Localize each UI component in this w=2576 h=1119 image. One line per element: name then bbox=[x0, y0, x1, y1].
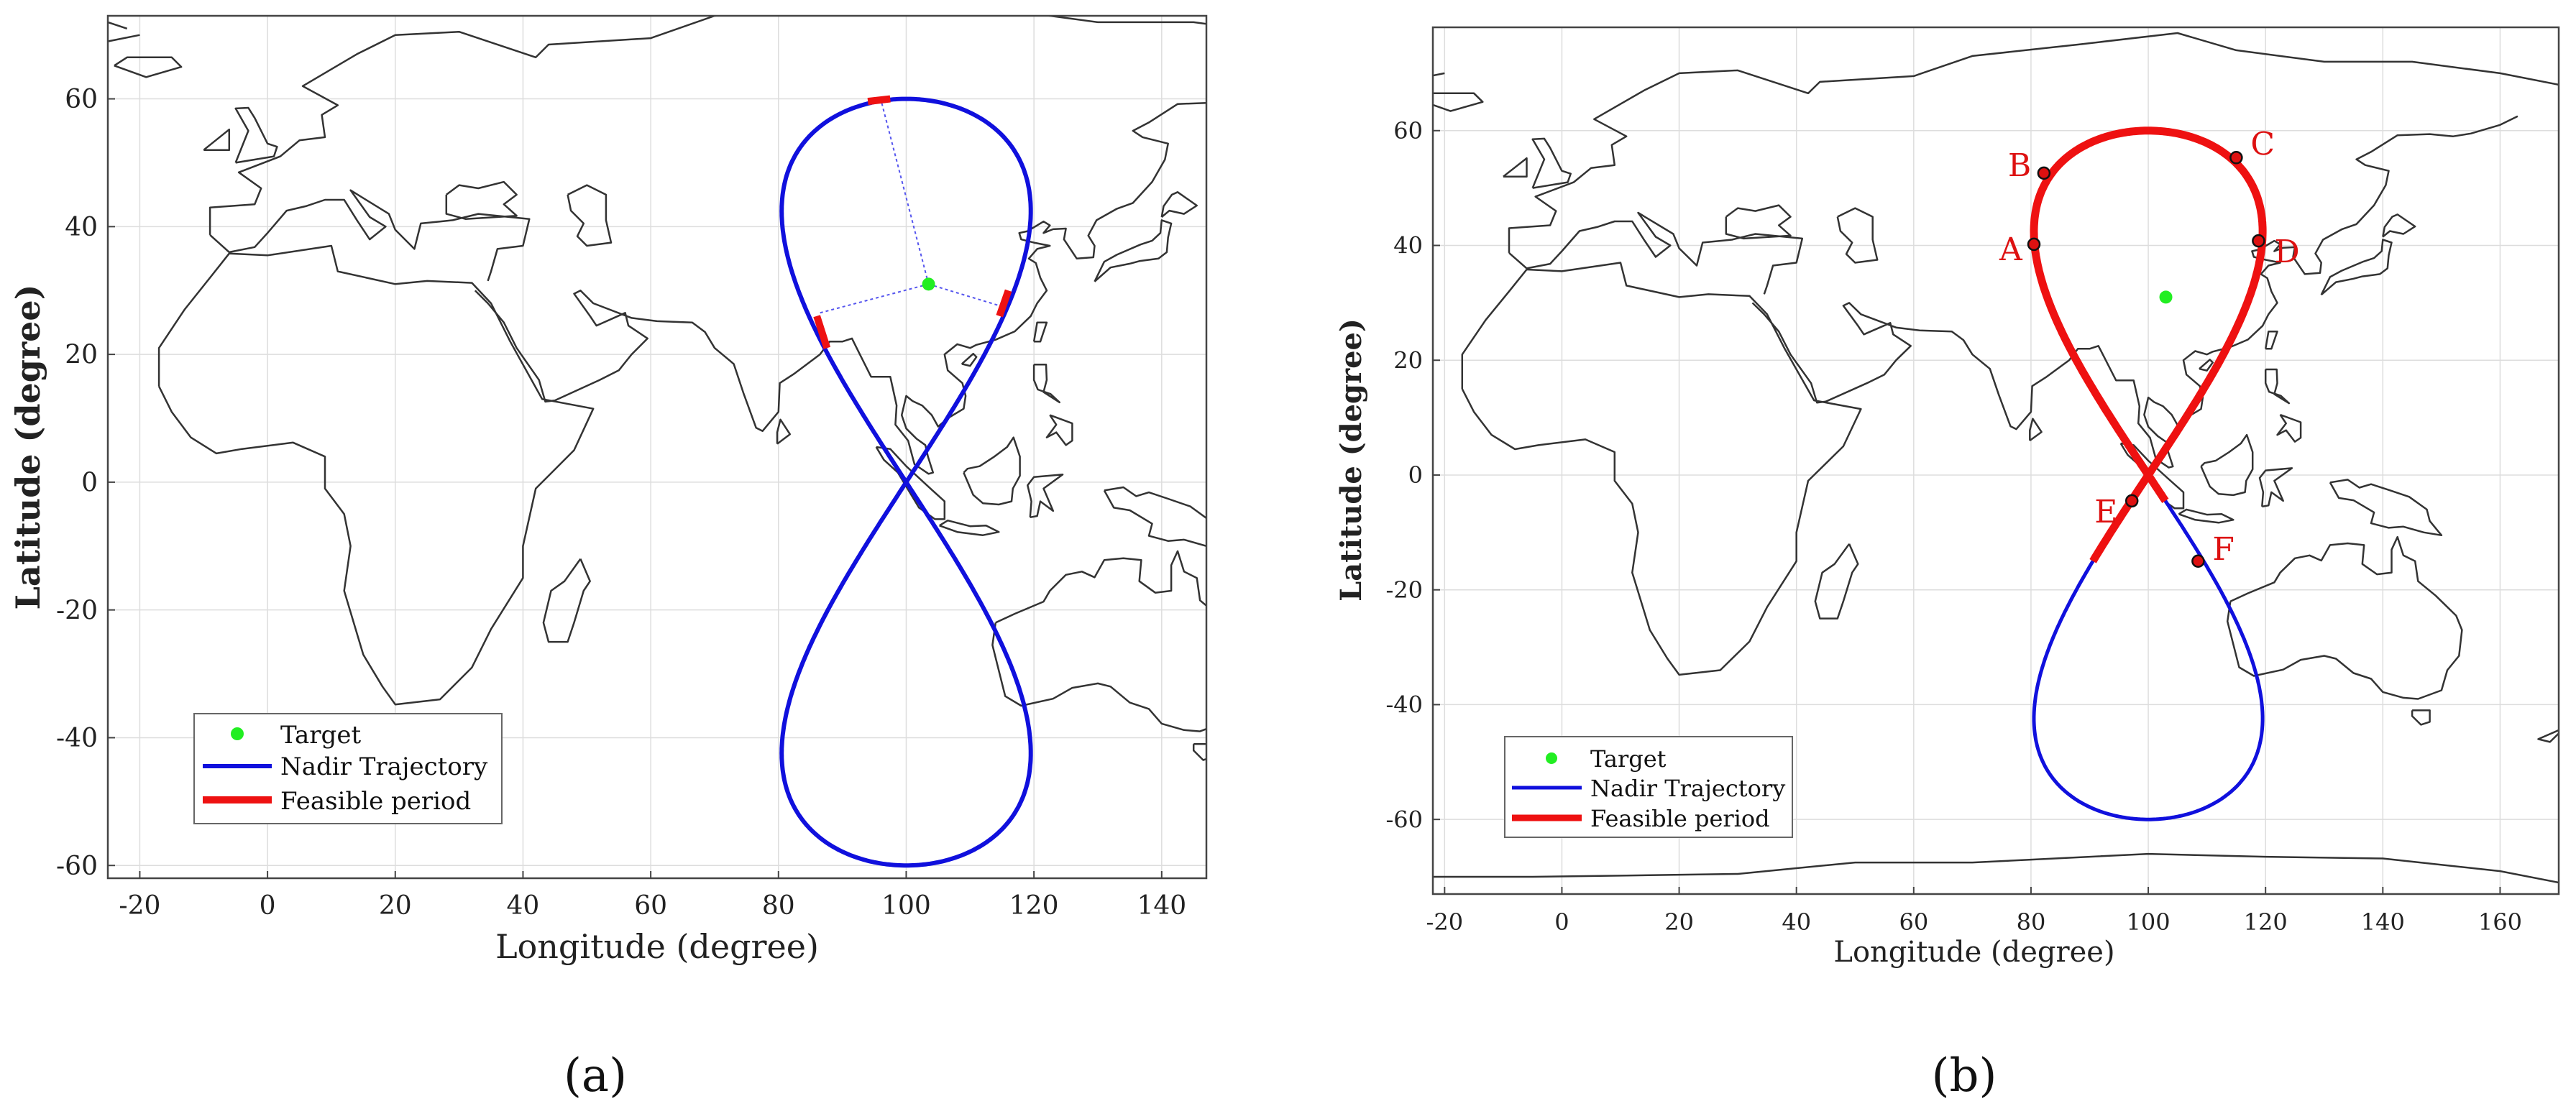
event-label-c: C bbox=[2250, 126, 2275, 162]
x-tick-label: 40 bbox=[507, 891, 540, 921]
event-label-b: B bbox=[2008, 147, 2031, 184]
y-tick-label: -60 bbox=[1385, 806, 1423, 833]
legend-b: Target Nadir Trajectory Feasible period bbox=[1505, 737, 1792, 837]
legend-target-label-b: Target bbox=[1590, 745, 1667, 773]
x-tick-label: 20 bbox=[1664, 908, 1694, 936]
x-tick-label: 60 bbox=[1899, 908, 1928, 936]
y-tick-label: 60 bbox=[1393, 117, 1423, 144]
event-label-a: A bbox=[1999, 231, 2023, 268]
y-tick-label: -40 bbox=[1385, 691, 1423, 719]
x-axis-label-a: Longitude (degree) bbox=[495, 927, 819, 966]
target-marker-b bbox=[2160, 290, 2173, 303]
legend-nadir-label-b: Nadir Trajectory bbox=[1590, 775, 1785, 802]
event-point-f bbox=[2192, 556, 2204, 567]
event-point-b bbox=[2038, 167, 2050, 179]
x-tick-label: 80 bbox=[762, 891, 795, 921]
event-point-c bbox=[2230, 152, 2242, 163]
x-tick-label: 100 bbox=[2127, 908, 2171, 936]
x-tick-label: 60 bbox=[634, 891, 667, 921]
y-tick-label: 40 bbox=[65, 213, 98, 242]
y-tick-label: 0 bbox=[81, 468, 98, 497]
x-tick-label: 40 bbox=[1782, 908, 1811, 936]
x-tick-label: -20 bbox=[1426, 908, 1464, 936]
x-tick-label: 20 bbox=[379, 891, 412, 921]
y-tick-label: 60 bbox=[65, 85, 98, 114]
x-tick-label: 120 bbox=[1009, 891, 1059, 921]
event-label-f: F bbox=[2212, 531, 2234, 568]
y-axis-label-a: Latitude (degree) bbox=[9, 285, 47, 610]
panel-label-a: (a) bbox=[564, 1049, 627, 1102]
y-tick-label: -20 bbox=[1385, 576, 1423, 604]
legend-feasible-label-a: Feasible period bbox=[280, 787, 471, 816]
event-point-a bbox=[2028, 239, 2040, 250]
y-tick-label: -60 bbox=[56, 852, 98, 881]
legend-target-marker-a bbox=[231, 727, 244, 740]
event-label-d: D bbox=[2274, 234, 2299, 270]
panel-a: -20 0 20 40 60 80 100 120 140 -60 -40 -20 0 20 40 60 Lo… bbox=[0, 0, 1404, 1102]
event-label-e: E bbox=[2094, 494, 2117, 530]
legend-a: Target Nadir Trajectory Feasible period bbox=[194, 714, 502, 824]
target-marker-a bbox=[922, 277, 935, 290]
y-tick-label: 40 bbox=[1393, 232, 1423, 259]
x-tick-label: 0 bbox=[260, 891, 276, 921]
event-point-e bbox=[2126, 495, 2137, 507]
x-tick-label: 160 bbox=[2478, 908, 2522, 936]
x-tick-label: 100 bbox=[881, 891, 931, 921]
event-point-d bbox=[2252, 235, 2264, 247]
y-tick-label: 20 bbox=[65, 341, 98, 370]
coastline bbox=[1416, 62, 1434, 68]
legend-target-marker-b bbox=[1546, 752, 1557, 764]
y-tick-label: 0 bbox=[1408, 461, 1423, 489]
y-tick-label: 20 bbox=[1393, 346, 1423, 374]
x-tick-label: 140 bbox=[1137, 891, 1186, 921]
y-tick-label: -20 bbox=[56, 596, 98, 625]
x-tick-label: -20 bbox=[119, 891, 160, 921]
legend-nadir-label-a: Nadir Trajectory bbox=[280, 752, 488, 781]
panel-label-b: (b) bbox=[1932, 1049, 1997, 1102]
y-tick-label: -40 bbox=[56, 724, 98, 753]
panel-b: -20 0 20 40 60 80 100 120 140 160 -60 -40 -20 0 20 40 60… bbox=[1245, 27, 2576, 1102]
x-tick-label: 80 bbox=[2017, 908, 2046, 936]
x-tick-label: 120 bbox=[2244, 908, 2288, 936]
x-tick-label: 140 bbox=[2361, 908, 2405, 936]
feasible-segment bbox=[868, 99, 890, 102]
x-tick-label: 0 bbox=[1554, 908, 1569, 936]
legend-feasible-label-b: Feasible period bbox=[1590, 805, 1770, 832]
legend-target-label-a: Target bbox=[280, 721, 361, 750]
y-axis-label-b: Latitude (degree) bbox=[1334, 318, 1368, 602]
x-axis-label-b: Longitude (degree) bbox=[1833, 936, 2114, 969]
